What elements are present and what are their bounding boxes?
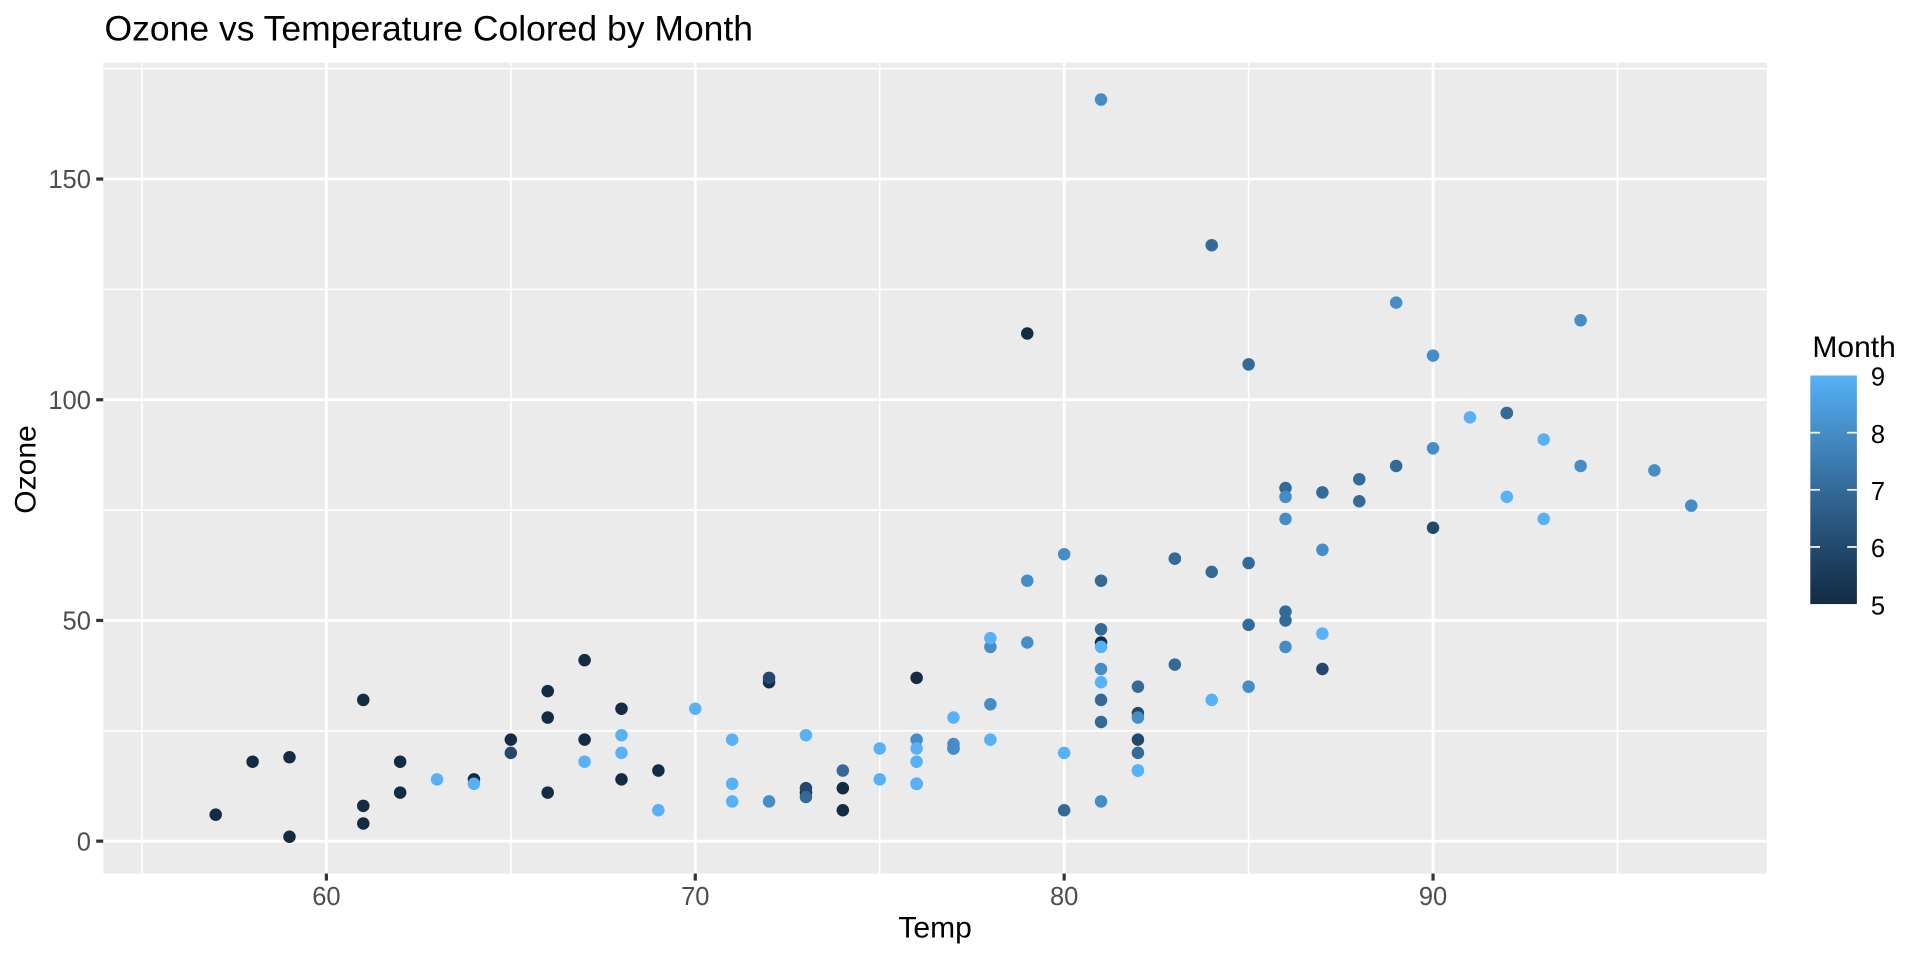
svg-text:150: 150 (48, 166, 91, 194)
svg-text:6: 6 (1871, 535, 1885, 563)
svg-text:9: 9 (1871, 364, 1885, 392)
svg-text:Ozone vs Temperature Colored b: Ozone vs Temperature Colored by Month (105, 9, 754, 49)
svg-text:7: 7 (1871, 478, 1885, 506)
svg-text:0: 0 (77, 828, 91, 856)
svg-text:Temp: Temp (898, 912, 971, 945)
svg-text:100: 100 (48, 387, 91, 415)
svg-text:80: 80 (1050, 883, 1078, 911)
svg-text:8: 8 (1871, 421, 1885, 449)
svg-text:70: 70 (681, 883, 709, 911)
svg-text:60: 60 (312, 883, 340, 911)
svg-text:50: 50 (63, 608, 91, 636)
svg-text:90: 90 (1419, 883, 1447, 911)
svg-text:Ozone: Ozone (10, 425, 43, 513)
svg-text:5: 5 (1871, 592, 1885, 620)
svg-text:Month: Month (1812, 331, 1895, 364)
